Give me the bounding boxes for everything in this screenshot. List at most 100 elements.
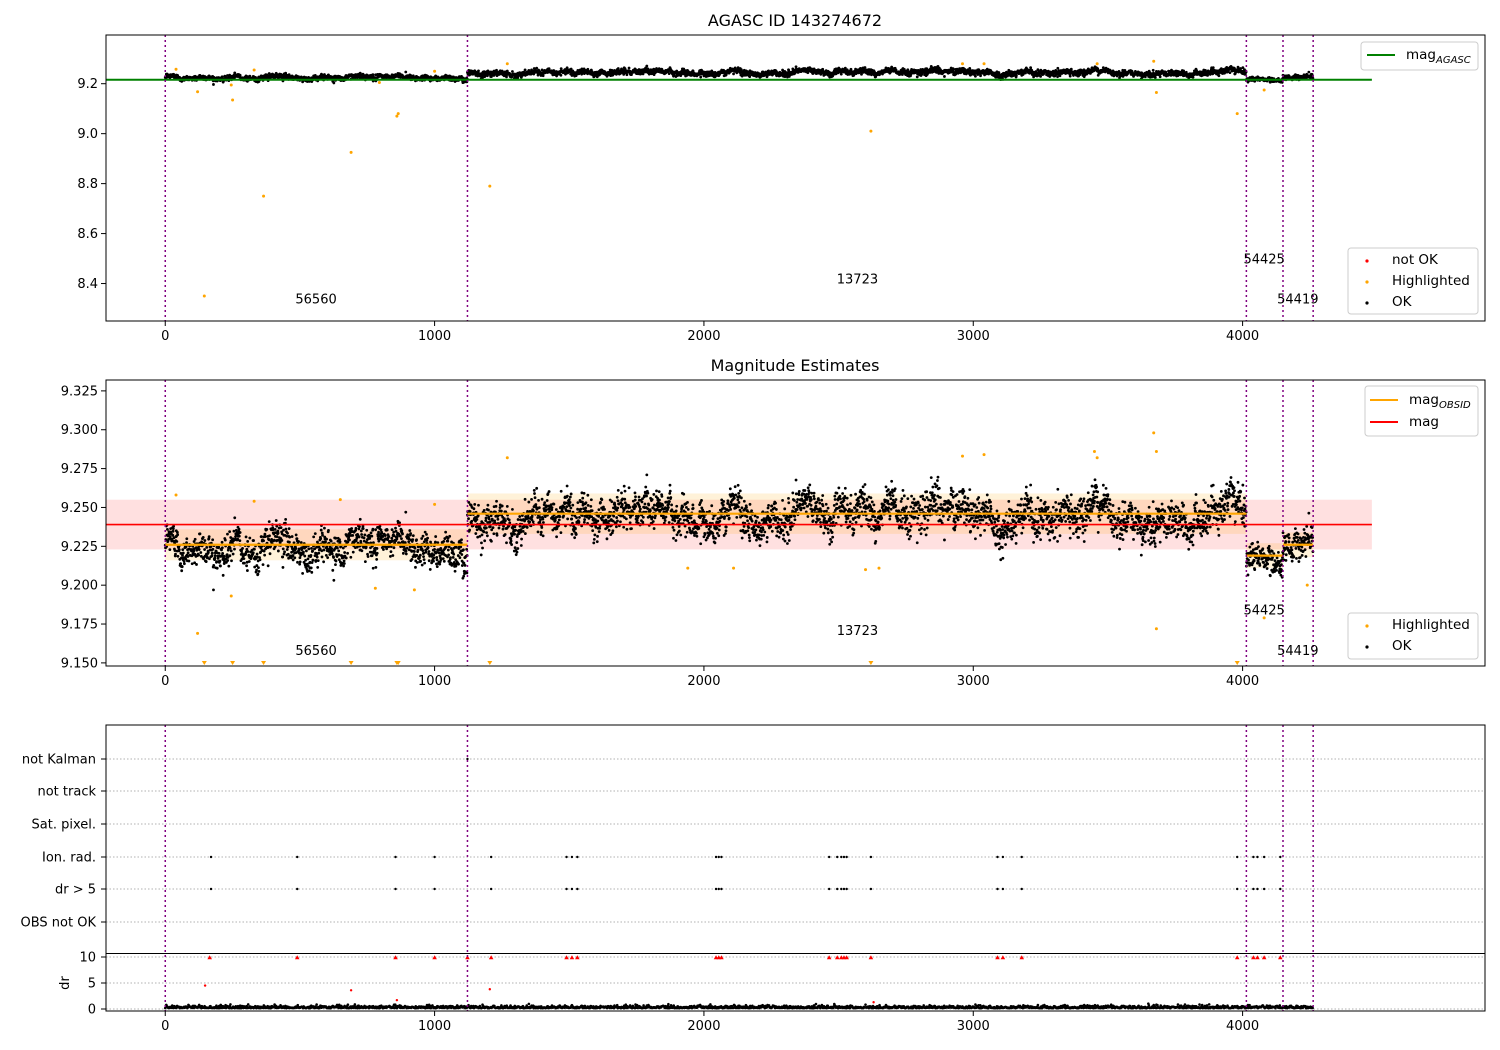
ok-point: [322, 548, 326, 552]
ok-point: [263, 553, 267, 557]
panel-2-title: Magnitude Estimates: [711, 356, 880, 375]
ok-point: [180, 569, 184, 573]
ok-point: [223, 538, 227, 542]
ok-point: [237, 527, 241, 531]
ok-point: [221, 573, 225, 577]
ok-point: [434, 74, 438, 78]
highlighted-point: [982, 62, 986, 66]
ok-point: [222, 554, 226, 558]
ok-point: [276, 531, 280, 535]
ok-point: [316, 559, 320, 563]
x-tick-label: 1000: [418, 329, 451, 344]
ok-point: [319, 528, 323, 532]
ok-point: [266, 564, 270, 568]
ok-point: [206, 551, 210, 554]
ok-point: [342, 564, 345, 568]
ok-point: [181, 548, 185, 552]
ok-point: [228, 530, 232, 534]
ok-point: [229, 549, 233, 553]
ok-point: [226, 559, 230, 562]
ok-point: [263, 532, 267, 536]
ok-point: [286, 531, 289, 535]
ok-point: [310, 546, 313, 550]
highlighted-point: [262, 194, 266, 198]
highlighted-point: [1152, 59, 1156, 63]
panel-1-title: AGASC ID 143274672: [708, 11, 882, 30]
ok-point: [287, 527, 291, 531]
ok-point: [298, 560, 302, 564]
ok-point: [204, 560, 208, 563]
ok-point: [288, 540, 291, 544]
ok-point: [182, 562, 186, 566]
ok-point: [310, 570, 314, 574]
ok-point: [342, 562, 346, 565]
ok-point: [197, 553, 201, 557]
ok-point: [246, 550, 250, 553]
ok-point: [302, 550, 305, 554]
ok-point: [192, 549, 196, 553]
ok-point: [284, 517, 288, 521]
ok-point: [332, 81, 336, 85]
ok-point: [211, 547, 215, 551]
ok-point: [332, 556, 335, 559]
ok-point: [268, 534, 271, 538]
ok-point: [307, 569, 311, 573]
ok-point: [193, 537, 197, 541]
ok-point: [219, 564, 222, 568]
ok-point: [1056, 75, 1059, 79]
ok-point: [283, 550, 286, 554]
ok-point: [732, 72, 735, 76]
ok-point: [174, 552, 177, 556]
ok-point: [265, 527, 269, 531]
ok-point: [279, 526, 283, 530]
ok-point: [255, 568, 258, 572]
ok-point: [175, 540, 179, 543]
ok-point: [943, 75, 946, 78]
highlighted-point: [488, 184, 492, 188]
ok-point: [535, 66, 539, 70]
ok-point: [338, 540, 342, 544]
ok-point: [262, 539, 265, 543]
ok-point: [228, 554, 232, 558]
ok-point: [261, 563, 265, 567]
ok-point: [233, 71, 237, 75]
ok-point: [485, 74, 489, 78]
ok-point: [242, 557, 246, 561]
ok-point: [282, 528, 285, 532]
ok-point: [233, 516, 237, 520]
ok-point: [171, 533, 175, 537]
ok-point: [298, 556, 302, 560]
obsid-label: 13723: [837, 273, 878, 288]
ok-point: [184, 545, 188, 549]
ok-point: [273, 527, 277, 531]
ok-point: [176, 533, 180, 537]
ok-point: [320, 555, 324, 559]
ok-point: [323, 526, 326, 530]
ok-point: [181, 551, 185, 555]
ok-point: [288, 535, 292, 539]
ok-point: [330, 552, 334, 556]
ok-point: [297, 540, 300, 543]
ok-point: [699, 75, 703, 79]
ok-point: [177, 548, 181, 551]
ok-point: [186, 551, 190, 555]
ok-point: [1039, 74, 1042, 78]
ok-point: [213, 554, 217, 558]
ok-point: [334, 559, 338, 563]
ok-point: [1158, 75, 1162, 79]
ok-point: [559, 73, 563, 77]
ok-point: [215, 566, 219, 570]
highlighted-point: [960, 62, 964, 66]
ok-point: [327, 529, 330, 532]
ok-point: [171, 529, 175, 533]
ok-point: [312, 535, 316, 539]
ok-point: [1217, 74, 1221, 78]
ok-point: [294, 533, 298, 537]
panel-1-legend-points: not OK Highlighted OK: [1347, 247, 1479, 315]
ok-point: [228, 546, 232, 550]
x-tick-label: 0: [161, 329, 169, 344]
panel-1-points: [163, 59, 1315, 298]
y-tick-label: 9.2: [77, 77, 98, 92]
ok-point: [281, 566, 285, 569]
